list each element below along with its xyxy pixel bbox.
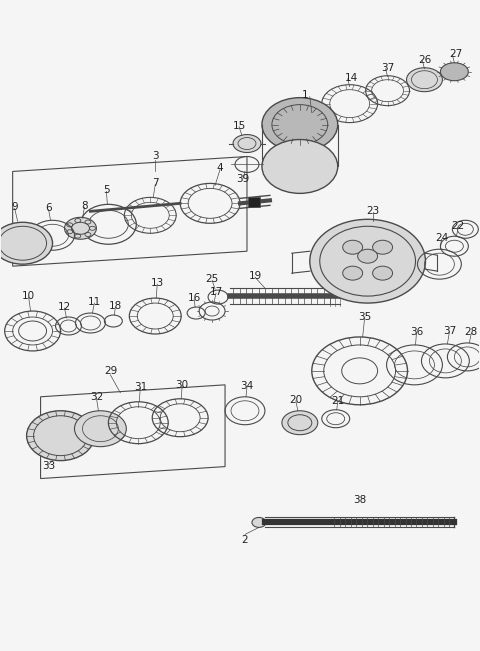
Text: 15: 15 <box>232 120 246 131</box>
Ellipse shape <box>233 135 261 152</box>
Text: 25: 25 <box>205 274 219 284</box>
Text: 28: 28 <box>465 327 478 337</box>
Text: 39: 39 <box>236 174 250 184</box>
Text: 37: 37 <box>443 326 456 336</box>
Text: 27: 27 <box>450 49 463 59</box>
Text: 17: 17 <box>209 287 223 297</box>
Ellipse shape <box>343 240 363 254</box>
Text: 4: 4 <box>217 163 223 173</box>
Ellipse shape <box>407 68 443 92</box>
Ellipse shape <box>358 249 378 263</box>
Ellipse shape <box>64 217 96 240</box>
Text: 19: 19 <box>248 271 262 281</box>
Text: 26: 26 <box>418 55 431 64</box>
Text: 13: 13 <box>151 278 164 288</box>
Bar <box>248 197 260 207</box>
Text: 10: 10 <box>22 291 35 301</box>
Text: 9: 9 <box>12 202 18 212</box>
Ellipse shape <box>26 411 95 461</box>
Ellipse shape <box>252 518 266 527</box>
Text: 34: 34 <box>240 381 253 391</box>
Text: 38: 38 <box>353 495 366 505</box>
Text: 1: 1 <box>301 90 308 100</box>
Text: 29: 29 <box>104 366 117 376</box>
Text: 37: 37 <box>381 62 394 73</box>
Ellipse shape <box>441 62 468 81</box>
Text: 32: 32 <box>90 392 103 402</box>
Text: 2: 2 <box>241 535 248 546</box>
Ellipse shape <box>310 219 425 303</box>
Text: 24: 24 <box>435 233 448 243</box>
Text: 36: 36 <box>410 327 423 337</box>
Text: 6: 6 <box>45 203 52 214</box>
Text: 33: 33 <box>42 461 55 471</box>
Text: 21: 21 <box>331 396 344 406</box>
Text: 14: 14 <box>345 73 358 83</box>
Ellipse shape <box>282 411 318 435</box>
Text: 18: 18 <box>109 301 122 311</box>
Ellipse shape <box>343 266 363 280</box>
Text: 22: 22 <box>452 221 465 231</box>
Text: 35: 35 <box>358 312 371 322</box>
Text: 11: 11 <box>88 297 101 307</box>
Ellipse shape <box>372 266 393 280</box>
Ellipse shape <box>262 139 338 193</box>
Text: 31: 31 <box>133 382 147 392</box>
Text: 20: 20 <box>289 395 302 405</box>
Text: 23: 23 <box>366 206 379 216</box>
Text: 12: 12 <box>58 302 71 312</box>
Text: 7: 7 <box>152 178 158 188</box>
Text: 5: 5 <box>103 186 110 195</box>
Ellipse shape <box>0 222 52 264</box>
Text: 30: 30 <box>176 380 189 390</box>
Text: 8: 8 <box>81 201 88 212</box>
Ellipse shape <box>74 411 126 447</box>
Text: 3: 3 <box>152 152 158 161</box>
Ellipse shape <box>262 98 338 152</box>
Ellipse shape <box>372 240 393 254</box>
Text: 16: 16 <box>188 293 201 303</box>
